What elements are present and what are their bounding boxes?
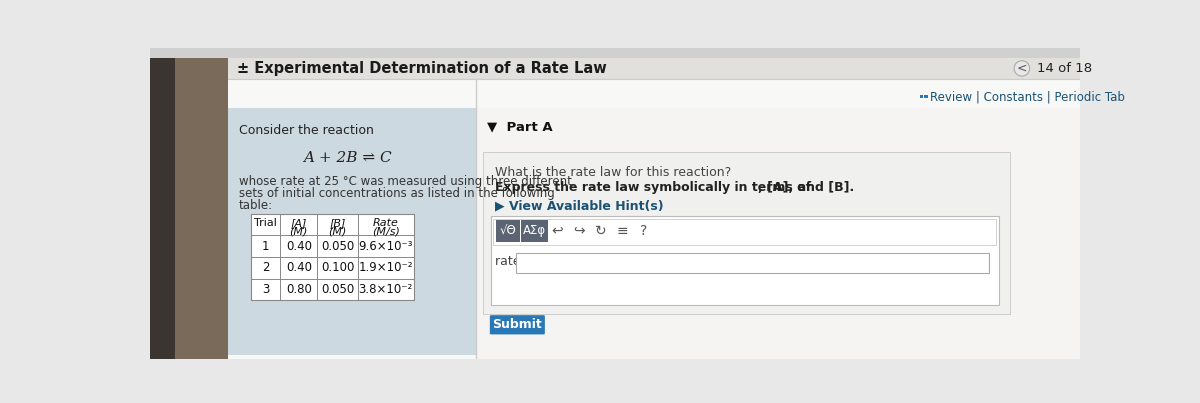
Text: Consider the reaction: Consider the reaction <box>239 124 374 137</box>
FancyBboxPatch shape <box>919 95 924 98</box>
Text: 0.100: 0.100 <box>320 261 354 274</box>
Text: 1.9×10⁻²: 1.9×10⁻² <box>359 261 413 274</box>
FancyBboxPatch shape <box>175 58 228 359</box>
FancyBboxPatch shape <box>228 58 1080 359</box>
Text: [B]: [B] <box>329 218 346 228</box>
Text: 0.40: 0.40 <box>286 261 312 274</box>
Text: whose rate at 25 °C was measured using three different: whose rate at 25 °C was measured using t… <box>239 175 572 189</box>
FancyBboxPatch shape <box>493 218 996 245</box>
Text: ↻: ↻ <box>594 224 606 238</box>
Text: sets of initial concentrations as listed in the following: sets of initial concentrations as listed… <box>239 187 554 200</box>
Text: Express the rate law symbolically in terms of: Express the rate law symbolically in ter… <box>494 181 815 194</box>
Text: 1: 1 <box>262 240 269 253</box>
FancyBboxPatch shape <box>475 108 1080 359</box>
FancyBboxPatch shape <box>150 58 175 359</box>
FancyBboxPatch shape <box>484 152 1010 314</box>
Text: ?: ? <box>640 224 647 238</box>
Text: (M): (M) <box>329 226 347 236</box>
Text: 9.6×10⁻³: 9.6×10⁻³ <box>359 240 413 253</box>
Text: 0.050: 0.050 <box>320 283 354 296</box>
Text: ↩: ↩ <box>551 224 563 238</box>
Text: Rate: Rate <box>373 218 398 228</box>
Text: ▶ View Available Hint(s): ▶ View Available Hint(s) <box>494 199 664 212</box>
FancyBboxPatch shape <box>228 108 475 355</box>
Text: ± Experimental Determination of a Rate Law: ± Experimental Determination of a Rate L… <box>236 61 606 76</box>
Text: ΑΣφ: ΑΣφ <box>523 224 546 237</box>
Text: (M): (M) <box>289 226 308 236</box>
FancyBboxPatch shape <box>491 216 998 305</box>
FancyBboxPatch shape <box>516 253 989 273</box>
FancyBboxPatch shape <box>924 95 928 98</box>
Text: [A]: [A] <box>290 218 307 228</box>
Text: √Θ: √Θ <box>499 224 516 237</box>
Text: <: < <box>1016 62 1027 75</box>
Text: ↪: ↪ <box>572 224 584 238</box>
Text: 14 of 18: 14 of 18 <box>1037 62 1092 75</box>
FancyBboxPatch shape <box>251 214 414 300</box>
Text: What is the rate law for this reaction?: What is the rate law for this reaction? <box>494 166 731 179</box>
Text: Trial: Trial <box>254 218 277 228</box>
Text: A + 2B ⇌ C: A + 2B ⇌ C <box>304 151 392 165</box>
Text: 2: 2 <box>262 261 269 274</box>
Text: ≡: ≡ <box>616 224 628 238</box>
Text: Submit: Submit <box>492 318 542 331</box>
Text: 0.050: 0.050 <box>320 240 354 253</box>
Text: ▼  Part A: ▼ Part A <box>487 120 553 133</box>
FancyBboxPatch shape <box>228 58 1080 79</box>
Text: , [A], and [B].: , [A], and [B]. <box>758 181 854 194</box>
FancyBboxPatch shape <box>521 220 547 242</box>
Circle shape <box>1014 61 1030 76</box>
Text: 3: 3 <box>262 283 269 296</box>
Text: (M/s): (M/s) <box>372 226 400 236</box>
FancyBboxPatch shape <box>496 220 521 242</box>
Text: table:: table: <box>239 199 274 212</box>
FancyBboxPatch shape <box>150 48 1080 58</box>
Text: rate =: rate = <box>494 256 535 268</box>
Text: Review | Constants | Periodic Tab: Review | Constants | Periodic Tab <box>930 90 1126 104</box>
Text: 0.80: 0.80 <box>286 283 312 296</box>
Text: 0.40: 0.40 <box>286 240 312 253</box>
FancyBboxPatch shape <box>490 315 545 334</box>
Text: 3.8×10⁻²: 3.8×10⁻² <box>359 283 413 296</box>
